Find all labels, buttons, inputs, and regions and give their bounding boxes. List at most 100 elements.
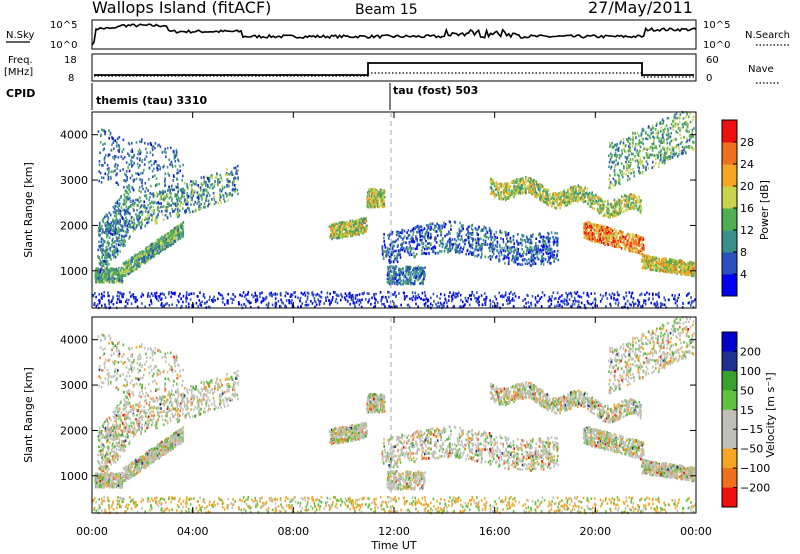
- power-cell: [163, 205, 166, 208]
- power-cell: [543, 200, 545, 204]
- power-cell: [154, 220, 157, 223]
- power-cell: [159, 166, 162, 169]
- power-cell: [150, 205, 152, 209]
- power-cell: [175, 212, 178, 216]
- power-cell: [109, 213, 112, 217]
- power-cell: [420, 225, 423, 229]
- power-cell: [405, 266, 407, 270]
- power-cell: [495, 231, 498, 234]
- power-cell: [127, 264, 129, 268]
- power-cell: [179, 232, 182, 236]
- power-cell: [368, 192, 370, 196]
- power-cell: [100, 278, 102, 282]
- power-cell: [411, 273, 414, 276]
- power-cell: [202, 205, 205, 209]
- power-cell: [116, 229, 118, 233]
- power-cell: [366, 202, 368, 205]
- power-cell: [402, 271, 404, 274]
- power-cell: [369, 188, 372, 191]
- power-cell: [112, 241, 114, 244]
- power-cell: [343, 225, 345, 228]
- power-cell: [112, 255, 115, 259]
- power-cell: [151, 218, 153, 222]
- power-cell: [186, 185, 189, 188]
- power-cell: [521, 258, 524, 262]
- power-cell: [497, 183, 500, 186]
- power-cell: [572, 188, 574, 192]
- power-cell: [150, 184, 152, 188]
- power-cell: [561, 193, 564, 197]
- power-cell: [558, 203, 560, 207]
- power-cell: [106, 263, 108, 266]
- power-cell: [207, 204, 209, 208]
- power-cell: [191, 210, 194, 213]
- power-cell: [133, 180, 135, 183]
- power-cell: [514, 181, 516, 185]
- power-cell: [417, 228, 420, 231]
- power-cell: [139, 257, 142, 261]
- power-cell: [151, 249, 154, 252]
- power-cell: [111, 279, 114, 283]
- power-cell: [627, 199, 629, 202]
- power-cell: [97, 277, 100, 280]
- power-cell: [410, 278, 413, 281]
- power-cell: [469, 250, 471, 254]
- power-cell: [369, 203, 371, 206]
- power-cell: [192, 191, 194, 194]
- power-cell: [122, 168, 124, 171]
- power-cell: [127, 272, 130, 275]
- power-cell: [491, 247, 493, 251]
- power-cell: [112, 253, 114, 256]
- power-cell: [534, 190, 537, 193]
- freq-tick-top: 18: [64, 55, 77, 66]
- power-cell: [412, 230, 415, 234]
- power-cell: [523, 190, 526, 194]
- power-cell: [153, 242, 156, 245]
- power-cell: [510, 246, 512, 250]
- power-cell: [98, 163, 101, 167]
- power-cell: [498, 197, 501, 200]
- power-cell: [508, 193, 510, 197]
- power-cell: [359, 224, 362, 227]
- power-cell: [360, 217, 363, 221]
- power-cell: [533, 179, 535, 182]
- power-cell: [177, 203, 179, 206]
- power-cell: [434, 236, 437, 239]
- power-cell: [547, 252, 550, 256]
- power-cell: [99, 274, 101, 278]
- power-cell: [530, 246, 533, 250]
- power-cell: [99, 229, 101, 232]
- power-cell: [115, 270, 118, 273]
- power-cell: [170, 204, 172, 207]
- power-cell: [597, 196, 599, 200]
- power-cell: [333, 234, 335, 238]
- power-cell: [633, 204, 636, 207]
- power-cell: [119, 224, 122, 227]
- power-cell: [119, 169, 122, 172]
- power-cell: [339, 221, 341, 225]
- power-cell: [98, 240, 100, 244]
- power-cell: [419, 270, 421, 274]
- power-cell: [368, 197, 370, 200]
- power-cell: [167, 172, 169, 176]
- power-cell: [485, 226, 487, 230]
- power-cell: [175, 154, 178, 157]
- power-cell: [427, 237, 430, 240]
- power-cell: [157, 242, 160, 245]
- power-cell: [516, 256, 518, 260]
- power-cell: [99, 263, 102, 266]
- power-cell: [474, 248, 476, 251]
- power-cell: [333, 231, 335, 234]
- power-cell: [592, 199, 594, 203]
- power-cell: [434, 237, 436, 241]
- power-cell: [412, 282, 415, 285]
- power-cell: [538, 240, 541, 243]
- power-cell: [137, 220, 139, 223]
- power-cell: [135, 263, 138, 267]
- power-cell: [528, 189, 530, 192]
- power-cell: [550, 248, 553, 251]
- power-cell: [129, 190, 131, 194]
- power-cell: [415, 267, 417, 270]
- power-cell: [523, 239, 526, 242]
- power-cell: [369, 191, 371, 194]
